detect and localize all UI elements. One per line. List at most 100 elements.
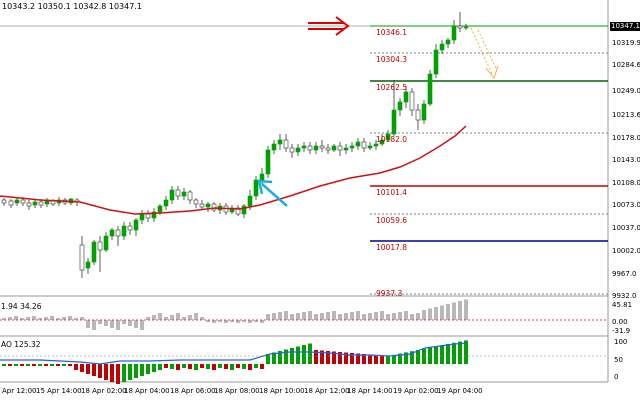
candle	[85, 258, 91, 274]
ao-bar	[110, 364, 114, 382]
candle	[127, 222, 133, 235]
ao-bar	[134, 364, 138, 378]
oscillator-bar	[20, 318, 24, 320]
ao-bar	[410, 351, 414, 364]
oscillator-bar	[416, 313, 420, 320]
ao-bar	[176, 364, 180, 370]
oscillator-bar	[338, 314, 342, 320]
candle	[451, 20, 457, 44]
candle	[115, 226, 121, 246]
candle	[121, 222, 127, 240]
candle	[301, 142, 307, 152]
oscillator-bar	[368, 313, 372, 320]
candle	[283, 134, 289, 152]
oscillator-bar	[200, 317, 204, 320]
oscillator-bar	[326, 312, 330, 320]
candle	[32, 200, 38, 208]
level-label: 10304.3	[376, 55, 408, 64]
ao-bar	[302, 345, 306, 364]
time-tick: 19 Apr 02:00	[393, 387, 439, 395]
oscillator-bar	[308, 311, 312, 320]
oscillator-tick: 45.81	[612, 301, 633, 309]
oscillator-bar	[434, 307, 438, 320]
ao-bar	[464, 340, 468, 364]
oscillator-bar	[68, 316, 72, 320]
oscillator-bar	[212, 320, 216, 323]
ao-bar	[416, 350, 420, 364]
oscillator-bar	[38, 318, 42, 320]
level-label: 10059.6	[376, 216, 408, 225]
ao-bar	[458, 341, 462, 364]
ao-bar	[80, 364, 84, 372]
ao-bar	[350, 353, 354, 364]
level-label: 10101.4	[376, 188, 408, 197]
oscillator-bar	[62, 317, 66, 320]
oscillator-bar	[50, 316, 54, 320]
time-tick: 18 Apr 08:00	[214, 387, 260, 395]
candle	[325, 144, 331, 154]
oscillator-bar	[2, 318, 6, 320]
time-tick: 18 Apr 10:00	[259, 387, 305, 395]
oscillator-tick: -31.9	[612, 327, 631, 335]
oscillator-bar	[458, 301, 462, 320]
ao-bar	[230, 364, 234, 370]
ao-bar	[260, 364, 264, 369]
price-tick: 10213.6	[612, 111, 640, 119]
price-tick: 9967.0	[612, 270, 637, 278]
oscillator-title: 1.94 34.26	[1, 302, 42, 311]
ao-bar	[356, 353, 360, 364]
price-tick: 10143.0	[612, 156, 640, 164]
oscillator-bar	[26, 317, 30, 320]
ao-bar	[182, 364, 186, 368]
ao-bar	[128, 364, 132, 380]
candle	[235, 205, 241, 216]
candle	[271, 140, 277, 154]
red-arrow-icon	[308, 16, 350, 36]
oscillator-bar	[14, 316, 18, 320]
oscillator-bar	[428, 308, 432, 320]
ao-bar	[68, 364, 72, 366]
oscillator-bar	[266, 314, 270, 320]
candle	[265, 146, 271, 178]
oscillator-bar	[290, 314, 294, 320]
candle	[379, 134, 385, 146]
ao-bar	[452, 342, 456, 364]
candle	[331, 144, 337, 152]
oscillator-bar	[272, 313, 276, 320]
oscillator-bar	[440, 305, 444, 320]
candle	[427, 70, 433, 106]
candle	[205, 202, 211, 212]
oscillator-bar	[218, 320, 222, 322]
oscillator-bar	[320, 313, 324, 320]
candle	[169, 186, 175, 204]
oscillator-bar	[80, 317, 84, 320]
ao-bar	[242, 364, 246, 369]
oscillator-bar	[446, 304, 450, 320]
candle	[343, 144, 349, 154]
ao-bar	[170, 364, 174, 369]
candle	[8, 199, 14, 208]
ao-bar	[20, 364, 24, 366]
oscillator-bar	[242, 320, 246, 322]
candle	[175, 186, 181, 200]
candle	[187, 190, 193, 204]
price-tick: 10249.0	[612, 87, 640, 95]
oscillator-bar	[380, 311, 384, 320]
ao-bar	[344, 352, 348, 364]
oscillator-bar	[254, 320, 258, 322]
oscillator-bar	[284, 311, 288, 320]
candlesticks	[1, 12, 469, 278]
time-tick: 15 Apr 14:00	[36, 387, 82, 395]
ao-bar	[380, 355, 384, 364]
oscillator-bar	[410, 314, 414, 320]
oscillator-bar	[188, 315, 192, 320]
ao-bar	[32, 364, 36, 366]
ao-bar	[92, 364, 96, 376]
price-tick: 10178.0	[612, 134, 640, 142]
oscillator-bar	[362, 314, 366, 320]
ao-bar	[104, 364, 108, 380]
oscillator-bar	[182, 317, 186, 320]
ao-tick: 50	[614, 356, 623, 364]
